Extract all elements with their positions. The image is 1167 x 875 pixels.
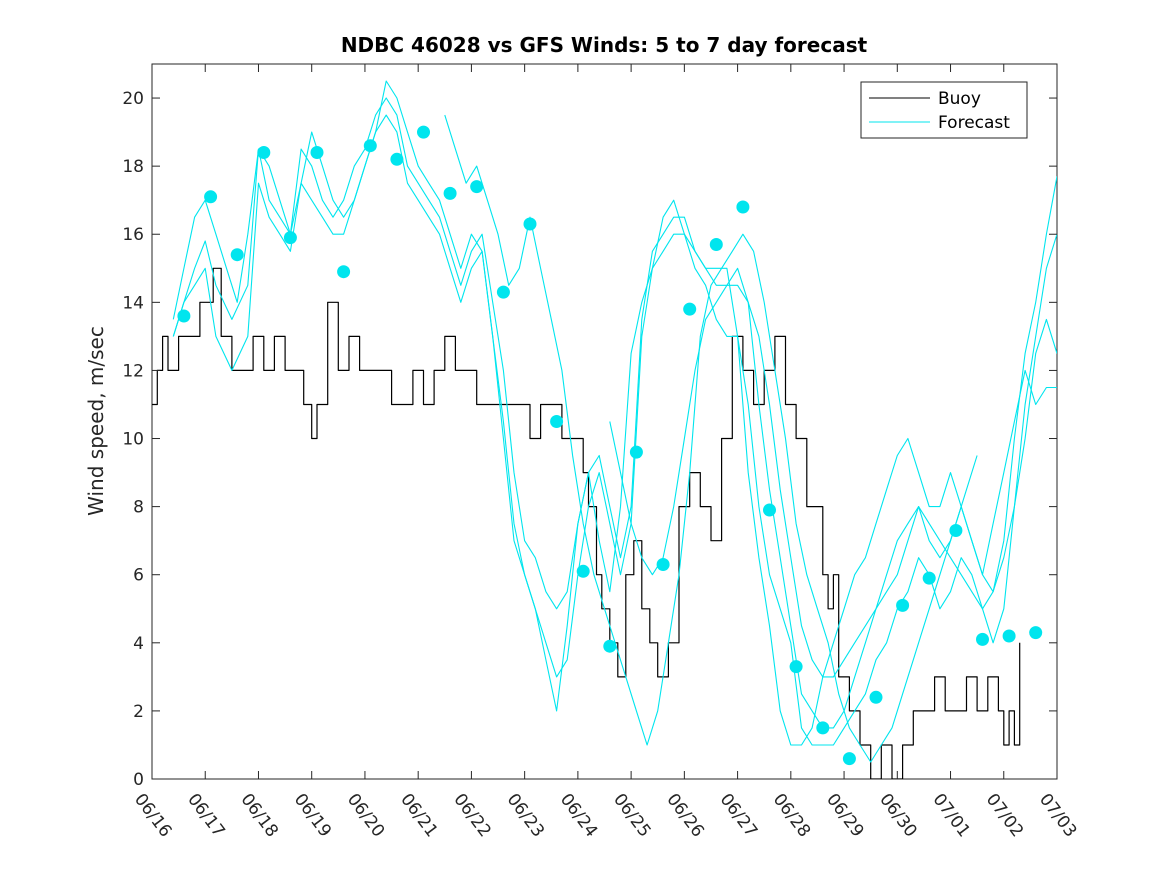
forecast-marker-point xyxy=(656,558,670,571)
forecast-marker-point xyxy=(763,503,776,517)
y-tick-label: 12 xyxy=(122,361,144,381)
forecast-marker-point xyxy=(443,186,457,200)
y-tick-label: 4 xyxy=(133,634,144,654)
series-forecast-line-5 xyxy=(609,284,1057,678)
forecast-marker-point xyxy=(1002,629,1016,643)
forecast-marker-point xyxy=(869,690,883,704)
forecast-marker-point xyxy=(337,265,351,279)
forecast-marker-point xyxy=(709,238,723,251)
forecast-marker-point xyxy=(363,139,377,153)
series-forecast-line-1 xyxy=(172,97,1057,729)
markers-layer xyxy=(177,125,1043,766)
forecast-marker-point xyxy=(177,309,191,323)
chart-title: NDBC 46028 vs GFS Winds: 5 to 7 day fore… xyxy=(341,33,868,57)
y-tick-label: 2 xyxy=(133,702,144,722)
forecast-marker-point xyxy=(896,598,910,612)
forecast-marker-point xyxy=(204,190,218,204)
forecast-marker-point xyxy=(736,200,750,214)
forecast-marker-point xyxy=(629,445,643,459)
forecast-marker-point xyxy=(310,146,324,159)
forecast-marker-point xyxy=(842,752,856,766)
series-forecast-line-4 xyxy=(172,80,1057,746)
forecast-marker-point xyxy=(816,721,830,735)
series-layer xyxy=(152,80,1057,779)
legend-box xyxy=(860,81,1028,139)
forecast-marker-point xyxy=(496,285,510,299)
forecast-marker-point xyxy=(576,564,590,578)
y-tick-label: 20 xyxy=(122,89,144,109)
forecast-marker-point xyxy=(949,524,963,537)
y-tick-label: 16 xyxy=(122,225,144,245)
forecast-marker-point xyxy=(230,248,244,262)
forecast-marker-point xyxy=(1029,626,1043,640)
forecast-marker-point xyxy=(417,125,430,139)
series-forecast-line-2 xyxy=(172,114,1057,746)
y-tick-label: 0 xyxy=(133,770,144,790)
forecast-marker-point xyxy=(390,152,404,166)
forecast-marker-point xyxy=(550,415,564,428)
forecast-marker-point xyxy=(976,632,989,646)
series-forecast-line-3 xyxy=(444,114,978,763)
y-tick-label: 18 xyxy=(122,157,144,177)
legend: Buoy Forecast xyxy=(860,81,1028,139)
forecast-marker-point xyxy=(683,302,697,316)
y-tick-label: 14 xyxy=(122,293,144,313)
forecast-marker-point xyxy=(603,639,617,653)
forecast-marker-point xyxy=(922,571,936,585)
forecast-marker-point xyxy=(789,660,803,674)
y-tick-label: 8 xyxy=(133,498,144,518)
legend-forecast-label: Forecast xyxy=(938,113,1010,133)
series-buoy-line xyxy=(152,267,1021,779)
y-axis-label: Wind speed, m/sec xyxy=(84,326,108,516)
forecast-marker-point xyxy=(257,146,271,159)
forecast-marker-point xyxy=(283,231,297,245)
forecast-marker-point xyxy=(470,180,484,194)
y-tick-label: 6 xyxy=(133,566,144,586)
forecast-marker-point xyxy=(523,217,537,231)
legend-buoy-label: Buoy xyxy=(938,89,981,109)
y-tick-label: 10 xyxy=(122,430,144,450)
plot-area xyxy=(151,63,1058,780)
